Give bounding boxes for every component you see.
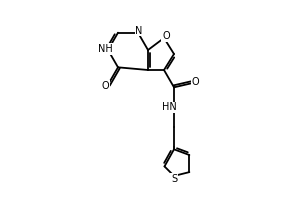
Text: S: S <box>171 174 177 184</box>
Text: N: N <box>135 26 143 36</box>
Text: NH: NH <box>98 44 112 54</box>
Text: O: O <box>101 81 109 91</box>
Text: HN: HN <box>162 102 176 112</box>
Text: O: O <box>162 31 170 41</box>
Text: O: O <box>191 77 199 87</box>
